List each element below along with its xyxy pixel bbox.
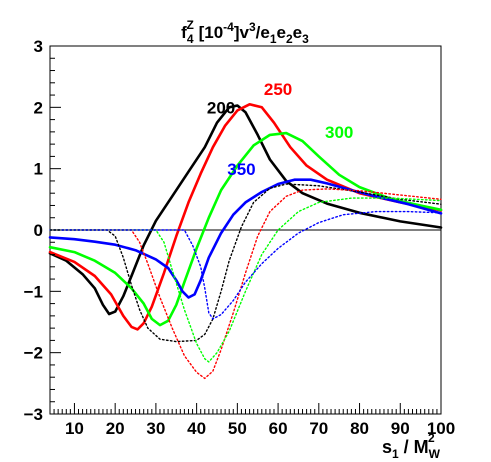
series-line-dotted-6 xyxy=(49,197,442,363)
x-tick-label: 70 xyxy=(309,419,328,438)
y-tick-label: −1 xyxy=(24,282,43,301)
y-tick-label: −2 xyxy=(24,344,43,363)
x-tick-label: 60 xyxy=(269,419,288,438)
ticks-group: 10 20 30 40 50 60 70 80 90 100 −3 −2 −1 0 1 2 3 xyxy=(24,37,456,438)
series-line-dotted-4 xyxy=(49,183,442,343)
x-tick-label: 40 xyxy=(187,419,206,438)
series-label-250: 250 xyxy=(264,80,292,99)
series-line-300-2 xyxy=(48,131,443,327)
series-line-dotted-5 xyxy=(49,188,442,380)
y-tick-label: 0 xyxy=(34,221,43,240)
series-line-350-3 xyxy=(48,178,443,299)
x-tick-label: 10 xyxy=(65,419,84,438)
x-tick-label: 100 xyxy=(427,419,455,438)
series-line-200-0 xyxy=(48,104,443,316)
x-tick-label: 50 xyxy=(228,419,247,438)
chart-title: f4Z [10-4]v3/e1e2e3 xyxy=(181,18,309,46)
y-tick-label: 3 xyxy=(34,37,43,56)
series-labels: 200 250 300 350 xyxy=(207,80,353,179)
series-group xyxy=(48,103,443,380)
plot-frame xyxy=(49,45,442,415)
x-axis-title: s1 / MW2 xyxy=(382,431,441,461)
x-tick-label: 20 xyxy=(106,419,125,438)
x-tick-label: 80 xyxy=(350,419,369,438)
y-tick-label: −3 xyxy=(24,405,43,424)
series-label-300: 300 xyxy=(325,123,353,142)
series-label-350: 350 xyxy=(227,160,255,179)
series-line-dotted-7 xyxy=(49,210,442,320)
series-label-200: 200 xyxy=(207,98,235,117)
x-tick-label: 90 xyxy=(391,419,410,438)
series-line-250-1 xyxy=(48,103,443,331)
x-tick-label: 30 xyxy=(146,419,165,438)
y-tick-label: 2 xyxy=(34,98,43,117)
y-tick-label: 1 xyxy=(34,160,43,179)
